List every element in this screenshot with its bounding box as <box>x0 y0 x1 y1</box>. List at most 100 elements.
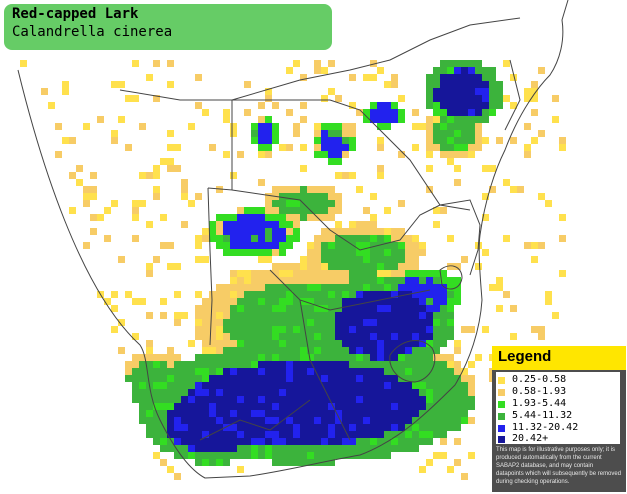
grid-cell <box>426 319 433 326</box>
grid-cell <box>349 305 356 312</box>
grid-cell <box>314 123 321 130</box>
grid-cell <box>342 242 349 249</box>
grid-cell <box>426 368 433 375</box>
grid-cell <box>426 424 433 431</box>
grid-cell <box>160 354 167 361</box>
grid-cell <box>188 200 195 207</box>
grid-cell <box>258 438 265 445</box>
grid-cell <box>209 298 216 305</box>
grid-cell <box>195 403 202 410</box>
grid-cell <box>314 284 321 291</box>
grid-cell <box>426 340 433 347</box>
grid-cell <box>321 242 328 249</box>
grid-cell <box>405 326 412 333</box>
grid-cell <box>440 207 447 214</box>
grid-cell <box>454 410 461 417</box>
grid-cell <box>167 396 174 403</box>
grid-cell <box>265 207 272 214</box>
grid-cell <box>391 270 398 277</box>
grid-cell <box>440 67 447 74</box>
grid-cell <box>293 200 300 207</box>
grid-cell <box>237 410 244 417</box>
grid-cell <box>426 347 433 354</box>
grid-cell <box>335 375 342 382</box>
grid-cell <box>377 417 384 424</box>
grid-cell <box>342 382 349 389</box>
grid-cell <box>342 312 349 319</box>
grid-cell <box>391 389 398 396</box>
grid-cell <box>475 81 482 88</box>
grid-cell <box>237 305 244 312</box>
grid-cell <box>342 417 349 424</box>
grid-cell <box>258 137 265 144</box>
grid-cell <box>433 102 440 109</box>
grid-cell <box>335 235 342 242</box>
grid-cell <box>244 452 251 459</box>
grid-cell <box>433 312 440 319</box>
grid-cell <box>153 424 160 431</box>
grid-cell <box>216 410 223 417</box>
grid-cell <box>433 375 440 382</box>
grid-cell <box>454 263 461 270</box>
grid-cell <box>167 354 174 361</box>
grid-cell <box>384 347 391 354</box>
grid-cell <box>307 186 314 193</box>
grid-cell <box>321 186 328 193</box>
grid-cell <box>377 312 384 319</box>
grid-cell <box>384 445 391 452</box>
grid-cell <box>335 452 342 459</box>
grid-cell <box>237 249 244 256</box>
grid-cell <box>377 172 384 179</box>
grid-cell <box>433 452 440 459</box>
grid-cell <box>167 431 174 438</box>
grid-cell <box>391 438 398 445</box>
grid-cell <box>461 382 468 389</box>
grid-cell <box>440 417 447 424</box>
grid-cell <box>328 123 335 130</box>
grid-cell <box>447 137 454 144</box>
grid-cell <box>181 368 188 375</box>
grid-cell <box>132 382 139 389</box>
grid-cell <box>293 410 300 417</box>
grid-cell <box>209 305 216 312</box>
grid-cell <box>321 417 328 424</box>
grid-cell <box>482 88 489 95</box>
grid-cell <box>349 263 356 270</box>
grid-cell <box>342 326 349 333</box>
grid-cell <box>468 151 475 158</box>
grid-cell <box>321 410 328 417</box>
grid-cell <box>531 95 538 102</box>
grid-cell <box>398 396 405 403</box>
grid-cell <box>545 291 552 298</box>
grid-cell <box>349 368 356 375</box>
grid-cell <box>125 361 132 368</box>
grid-cell <box>447 81 454 88</box>
grid-cell <box>426 403 433 410</box>
legend-label: 1.93-5.44 <box>512 398 567 409</box>
grid-cell <box>223 298 230 305</box>
legend-label: 5.44-11.32 <box>512 410 573 421</box>
grid-cell <box>167 466 174 473</box>
grid-cell <box>251 291 258 298</box>
grid-cell <box>482 67 489 74</box>
grid-cell <box>279 431 286 438</box>
grid-cell <box>286 361 293 368</box>
grid-cell <box>265 277 272 284</box>
grid-cell <box>265 235 272 242</box>
grid-cell <box>188 375 195 382</box>
grid-cell <box>363 410 370 417</box>
grid-cell <box>447 130 454 137</box>
grid-cell <box>244 242 251 249</box>
grid-cell <box>454 123 461 130</box>
grid-cell <box>265 389 272 396</box>
grid-cell <box>244 319 251 326</box>
grid-cell <box>160 396 167 403</box>
grid-cell <box>258 270 265 277</box>
grid-cell <box>468 452 475 459</box>
grid-cell <box>195 235 202 242</box>
grid-cell <box>258 347 265 354</box>
grid-cell <box>230 382 237 389</box>
grid-cell <box>286 277 293 284</box>
grid-cell <box>286 431 293 438</box>
grid-cell <box>104 298 111 305</box>
